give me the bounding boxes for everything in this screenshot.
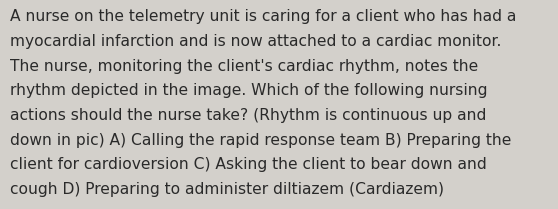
- Text: The nurse, monitoring the client's cardiac rhythm, notes the: The nurse, monitoring the client's cardi…: [10, 59, 478, 74]
- Text: client for cardioversion C) Asking the client to bear down and: client for cardioversion C) Asking the c…: [10, 157, 487, 172]
- Text: down in pic) A) Calling the rapid response team B) Preparing the: down in pic) A) Calling the rapid respon…: [10, 133, 512, 148]
- Text: rhythm depicted in the image. Which of the following nursing: rhythm depicted in the image. Which of t…: [10, 83, 488, 98]
- Text: cough D) Preparing to administer diltiazem (Cardiazem): cough D) Preparing to administer diltiaz…: [10, 182, 444, 197]
- Text: A nurse on the telemetry unit is caring for a client who has had a: A nurse on the telemetry unit is caring …: [10, 9, 516, 24]
- Text: actions should the nurse take? (Rhythm is continuous up and: actions should the nurse take? (Rhythm i…: [10, 108, 487, 123]
- Text: myocardial infarction and is now attached to a cardiac monitor.: myocardial infarction and is now attache…: [10, 34, 502, 49]
